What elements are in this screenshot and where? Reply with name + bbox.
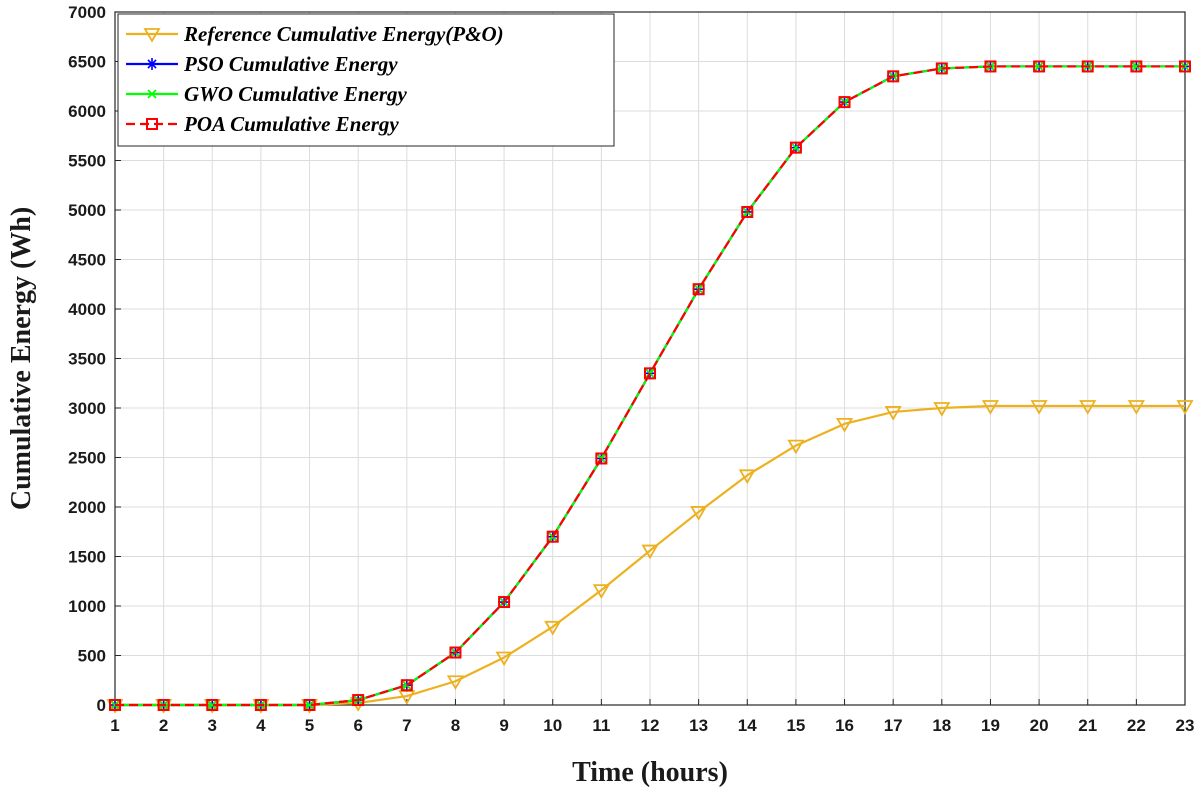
data-point bbox=[157, 699, 170, 711]
data-point bbox=[887, 70, 900, 83]
y-tick-label: 4500 bbox=[68, 251, 106, 270]
data-point bbox=[1081, 60, 1094, 73]
x-tick-label: 20 bbox=[1030, 716, 1049, 735]
y-tick-label: 6000 bbox=[68, 102, 106, 121]
x-tick-label: 5 bbox=[305, 716, 314, 735]
x-tick-label: 14 bbox=[738, 716, 757, 735]
data-point bbox=[690, 506, 708, 521]
legend: Reference Cumulative Energy(P&O) PSO Cumu… bbox=[117, 13, 615, 147]
x-axis-label: Time (hours) bbox=[572, 757, 728, 788]
data-point bbox=[303, 699, 316, 711]
x-tick-label: 21 bbox=[1078, 716, 1097, 735]
x-tick-label: 6 bbox=[353, 716, 362, 735]
x-tick-label: 13 bbox=[689, 716, 708, 735]
data-point bbox=[984, 60, 997, 73]
data-point bbox=[446, 675, 465, 691]
data-point bbox=[789, 141, 802, 154]
axes: 1 2 3 4 5 6 7 8 9 10 11 12 13 14 15 16 17 18 19 20 21 22 23050… bbox=[68, 3, 1194, 735]
x-tick-label: 1 bbox=[110, 716, 119, 735]
data-point bbox=[1079, 400, 1097, 415]
data-point bbox=[741, 205, 754, 218]
x-tick-label: 11 bbox=[592, 716, 610, 735]
data-point bbox=[644, 367, 656, 380]
series-line bbox=[115, 65, 1185, 707]
data-point bbox=[304, 700, 315, 710]
data-point bbox=[935, 62, 948, 75]
data-point bbox=[981, 400, 1000, 415]
data-point bbox=[1127, 400, 1145, 415]
x-tick-label: 9 bbox=[499, 716, 508, 735]
data-point bbox=[933, 402, 951, 417]
legend-marker bbox=[146, 118, 158, 130]
data-point bbox=[1176, 400, 1194, 415]
data-point bbox=[1034, 61, 1044, 72]
data-point bbox=[1131, 61, 1141, 72]
x-tick-label: 8 bbox=[451, 716, 460, 735]
x-tick-label: 19 bbox=[981, 716, 1000, 735]
y-tick-label: 6500 bbox=[68, 53, 106, 72]
data-point bbox=[838, 96, 851, 109]
legend-marker bbox=[147, 89, 157, 99]
data-point bbox=[400, 679, 413, 692]
legend-box bbox=[117, 13, 615, 147]
legend-label: Reference Cumulative Energy(P&O) bbox=[183, 22, 504, 46]
data-point bbox=[835, 417, 854, 433]
legend-marker bbox=[146, 58, 158, 70]
data-point bbox=[595, 452, 608, 465]
data-point bbox=[495, 651, 513, 667]
y-tick-label: 3500 bbox=[68, 350, 106, 369]
data-point bbox=[738, 469, 756, 485]
data-point bbox=[1030, 400, 1048, 415]
data-point bbox=[1179, 60, 1191, 73]
series-3 bbox=[109, 60, 1191, 711]
data-point bbox=[544, 620, 562, 636]
data-point bbox=[206, 699, 219, 711]
legend-label: PSO Cumulative Energy bbox=[183, 52, 398, 76]
data-point bbox=[1130, 60, 1143, 73]
x-tick-label: 18 bbox=[932, 716, 951, 735]
data-point bbox=[546, 530, 559, 543]
series-group bbox=[106, 60, 1194, 714]
y-tick-label: 1000 bbox=[68, 597, 106, 616]
x-tick-label: 22 bbox=[1127, 716, 1146, 735]
data-point bbox=[1033, 60, 1046, 73]
y-tick-label: 5500 bbox=[68, 152, 106, 171]
y-tick-label: 7000 bbox=[68, 3, 106, 22]
y-tick-label: 3000 bbox=[68, 399, 106, 418]
data-point bbox=[787, 439, 805, 455]
x-tick-label: 4 bbox=[256, 716, 266, 735]
data-point bbox=[692, 283, 705, 296]
y-tick-label: 2500 bbox=[68, 449, 106, 468]
data-point bbox=[641, 544, 659, 560]
x-tick-label: 12 bbox=[641, 716, 660, 735]
x-tick-label: 23 bbox=[1176, 716, 1195, 735]
data-point bbox=[592, 584, 610, 599]
legend-label: GWO Cumulative Energy bbox=[184, 82, 408, 106]
x-tick-label: 15 bbox=[786, 716, 805, 735]
y-tick-label: 4000 bbox=[68, 300, 106, 319]
y-tick-label: 5000 bbox=[68, 201, 106, 220]
y-tick-label: 2000 bbox=[68, 498, 106, 517]
x-tick-label: 2 bbox=[159, 716, 168, 735]
x-tick-label: 16 bbox=[835, 716, 854, 735]
data-point bbox=[352, 694, 365, 707]
legend-marker bbox=[143, 28, 161, 43]
y-tick-label: 1500 bbox=[68, 548, 106, 567]
x-tick-label: 3 bbox=[208, 716, 217, 735]
y-tick-label: 0 bbox=[97, 696, 106, 715]
data-point bbox=[207, 700, 217, 710]
data-point bbox=[254, 699, 267, 711]
legend-label: POA Cumulative Energy bbox=[183, 112, 399, 136]
data-point bbox=[884, 406, 902, 421]
data-point bbox=[109, 699, 121, 711]
x-tick-label: 10 bbox=[543, 716, 562, 735]
data-point bbox=[449, 646, 462, 659]
data-point bbox=[498, 596, 511, 609]
x-tick-label: 7 bbox=[402, 716, 411, 735]
y-tick-label: 500 bbox=[78, 647, 106, 666]
y-axis-label: Cumulative Energy (Wh) bbox=[6, 207, 37, 510]
x-tick-label: 17 bbox=[884, 716, 903, 735]
